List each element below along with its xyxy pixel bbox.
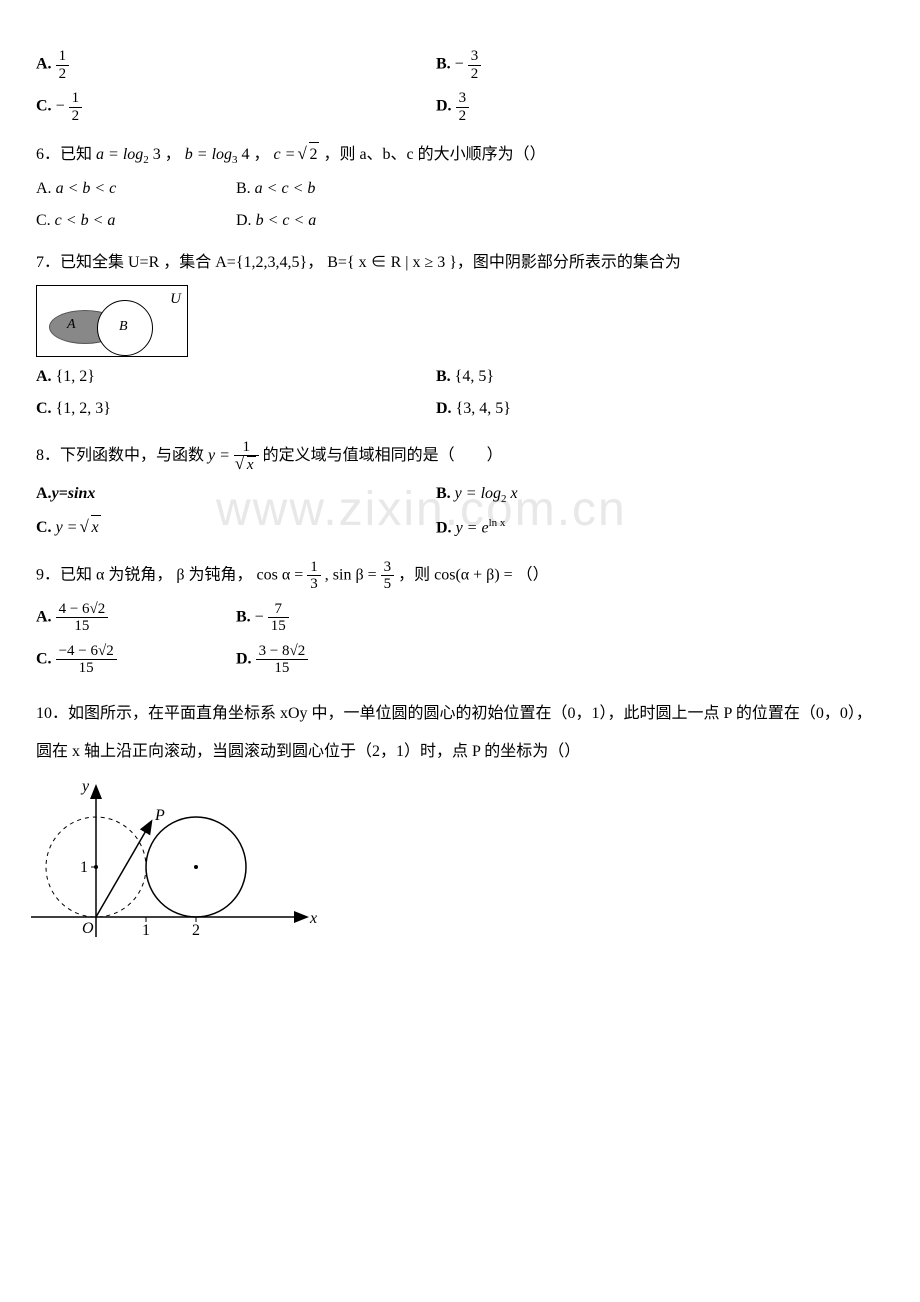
q7-optC: C. {1, 2, 3} — [36, 397, 436, 421]
fraction: 3 2 — [456, 90, 470, 124]
svg-text:1: 1 — [80, 859, 88, 876]
neg-sign: − — [56, 98, 65, 115]
svg-text:O: O — [82, 920, 94, 937]
q7-row2: C. {1, 2, 3} D. {3, 4, 5} — [36, 397, 884, 421]
q5-row1: A. 1 2 B. − 3 2 — [36, 48, 884, 82]
q5-optA: A. 1 2 — [36, 48, 436, 82]
q6-optB: B. a < c < b — [236, 177, 436, 201]
svg-text:y: y — [80, 778, 90, 795]
fraction: 1 2 — [69, 90, 83, 124]
q9-row1: A. 4 − 6√215 B. − 715 — [36, 601, 884, 635]
q9-optB: B. − 715 — [236, 601, 436, 635]
q7-optB: B. {4, 5} — [436, 365, 836, 389]
q10-figure: xyOP121 — [36, 777, 296, 957]
q5-row2: C. − 1 2 D. 3 2 — [36, 90, 884, 124]
q8-optD: D. y = eln x — [436, 515, 836, 540]
q8-stem: 8．下列函数中，与函数 y = 1 x 的定义域与值域相同的是（ ） — [36, 439, 884, 474]
svg-text:P: P — [154, 807, 165, 824]
opt-label: C. — [36, 98, 52, 115]
svg-text:2: 2 — [192, 922, 200, 939]
opt-label: B. — [436, 56, 451, 73]
opt-label: A. — [36, 56, 52, 73]
svg-text:1: 1 — [142, 922, 150, 939]
q6-stem-post: ，则 a、b、c 的大小顺序为（） — [323, 146, 545, 163]
q6-optA: A. a < b < c — [36, 177, 236, 201]
q5-optC: C. − 1 2 — [36, 90, 436, 124]
rolling-circle-diagram: xyOP121 — [36, 777, 296, 957]
opt-label: D. — [436, 98, 452, 115]
q8-row1: A.y=sinx B. y = log2 x — [36, 482, 884, 508]
q9-optD: D. 3 − 8√215 — [236, 643, 436, 677]
venn-b-label: B — [119, 316, 128, 337]
q6-optC: C. c < b < a — [36, 209, 236, 233]
q8-row2: C. y = x D. y = eln x — [36, 515, 884, 540]
q6-row1: A. a < b < c B. a < c < b — [36, 177, 884, 201]
neg-sign: − — [455, 56, 464, 73]
fraction: 3 2 — [468, 48, 482, 82]
fraction: 1 2 — [56, 48, 70, 82]
q8-optB: B. y = log2 x — [436, 482, 836, 508]
q9-optC: C. −4 − 6√215 — [36, 643, 236, 677]
venn-u-label: U — [170, 288, 181, 311]
q5-optD: D. 3 2 — [436, 90, 836, 124]
fraction: 1 x — [234, 439, 259, 474]
q6-row2: C. c < b < a D. b < c < a — [36, 209, 884, 233]
svg-text:x: x — [309, 910, 317, 927]
q7-optA: A. {1, 2} — [36, 365, 436, 389]
q8-optA: A.y=sinx — [36, 482, 436, 508]
q6-optD: D. b < c < a — [236, 209, 436, 233]
q10-stem: 10．如图所示，在平面直角坐标系 xOy 中，一单位圆的圆心的初始位置在（0，1… — [36, 695, 884, 772]
q9-stem: 9．已知 α 为锐角， β 为钝角， cos α = 13 , sin β = … — [36, 559, 884, 593]
q7-stem: 7．已知全集 U=R ，集合 A={1,2,3,4,5}， B={ x ∈ R … — [36, 251, 884, 275]
q9-row2: C. −4 − 6√215 D. 3 − 8√215 — [36, 643, 884, 677]
venn-a-label: A — [67, 314, 76, 335]
q5-optB: B. − 3 2 — [436, 48, 836, 82]
q7-optD: D. {3, 4, 5} — [436, 397, 836, 421]
q7-row1: A. {1, 2} B. {4, 5} — [36, 365, 884, 389]
q8-optC: C. y = x — [36, 515, 436, 540]
q9-optA: A. 4 − 6√215 — [36, 601, 236, 635]
venn-diagram: U A B — [36, 285, 188, 357]
q6-stem: 6．已知 a = log2 3 ， b = log3 4 ， c = 2 ，则 … — [36, 142, 884, 169]
